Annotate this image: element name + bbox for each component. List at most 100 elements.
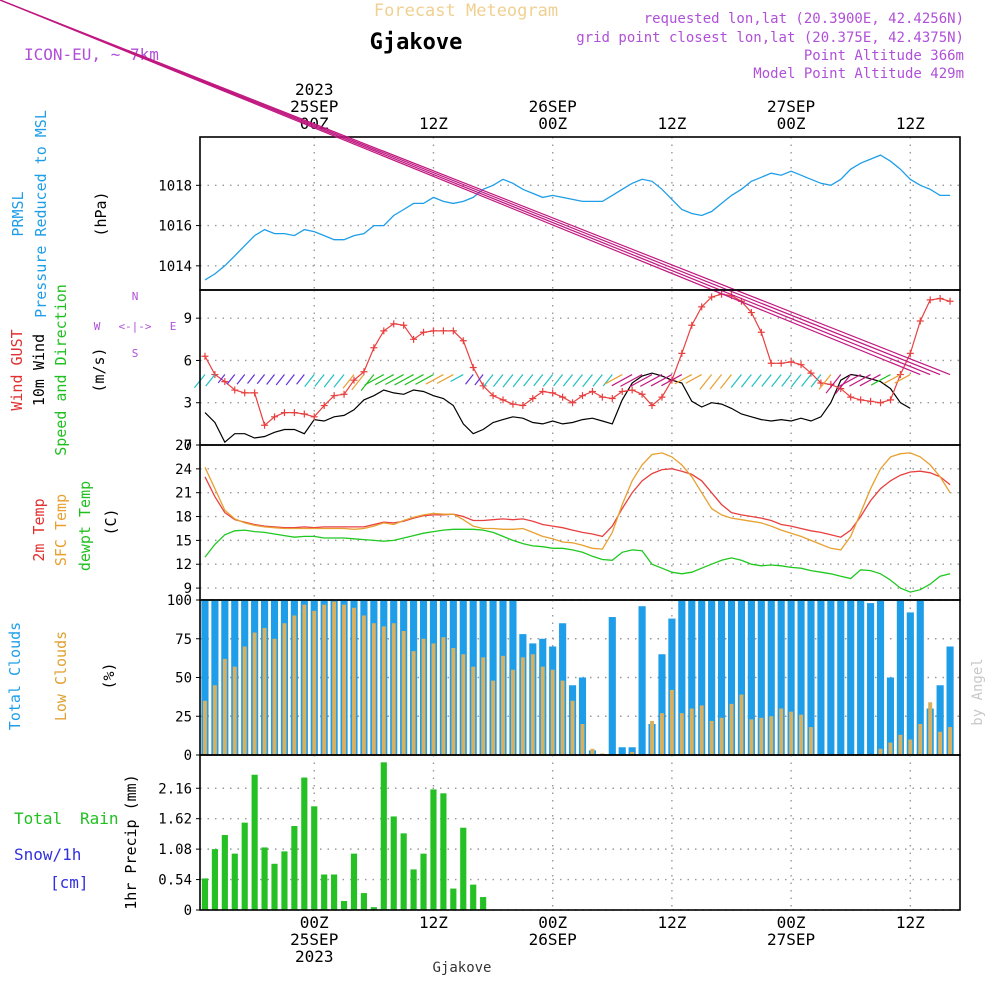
total-cloud-bar: [747, 600, 755, 755]
wind-direction-arrow: [771, 374, 782, 387]
low-cloud-bar: [292, 615, 297, 755]
low-cloud-bar: [302, 604, 307, 755]
wind-direction-arrow: [620, 374, 643, 387]
low-cloud-bar: [352, 607, 356, 755]
gust-marker: [280, 409, 288, 417]
time-tick-label-bottom: 12Z: [896, 913, 925, 932]
low-cloud-bar: [550, 669, 555, 755]
precip-bar: [370, 907, 377, 910]
precip-bar: [231, 853, 238, 910]
wind-direction-arrow: [333, 374, 345, 388]
wind-direction-arrow: [740, 374, 752, 388]
low-cloud-bar: [491, 680, 496, 755]
total-cloud-bar: [638, 606, 646, 755]
gust-marker: [469, 364, 477, 371]
y-tick-label: 25: [175, 709, 192, 725]
time-tick-label-bottom: 27SEP: [767, 930, 815, 949]
gust-marker: [698, 303, 706, 311]
total-cloud-bar: [489, 600, 497, 755]
gust-marker: [429, 327, 437, 335]
total-cloud-bar: [936, 685, 944, 755]
wind-direction-arrow: [226, 374, 236, 385]
wind-direction-arrow: [674, 374, 693, 385]
temp-unit: (C): [102, 508, 120, 535]
gust-marker: [886, 396, 894, 404]
time-tick-label-top: 00Z: [777, 114, 806, 133]
y-tick-label: 50: [175, 671, 192, 687]
wind-direction-arrow: [859, 374, 881, 387]
wind-gust-line: [204, 293, 951, 427]
wind-direction-arrow: [629, 374, 653, 388]
gust-marker: [688, 321, 696, 329]
gust-marker: [877, 399, 885, 407]
gust-marker: [559, 393, 567, 401]
clouds-unit: (%): [100, 662, 118, 689]
gust-marker: [618, 387, 626, 395]
time-tick-label-bottom: 00Z: [777, 913, 806, 932]
low-cloud-bar: [222, 658, 227, 755]
gust-marker: [747, 309, 755, 317]
y-tick-label: 27: [175, 438, 192, 454]
wind-direction-arrow: [247, 374, 256, 384]
precip-bar: [241, 822, 248, 910]
precip-bar: [281, 851, 288, 910]
wind-label-speed-direction: Speed and Direction: [52, 284, 70, 456]
low-cloud-bar: [441, 637, 446, 755]
gust-marker: [847, 393, 855, 401]
low-cloud-bar: [560, 680, 565, 755]
wind-direction-arrow: [761, 374, 772, 387]
wind-direction-arrow: [266, 374, 275, 385]
low-cloud-bar: [908, 739, 913, 755]
time-tick-label-top: 00Z: [538, 114, 567, 133]
wind-direction-arrow: [894, 374, 911, 384]
temp-line-2m-temp: [204, 468, 951, 538]
gust-marker: [201, 352, 209, 360]
low-cloud-bar: [699, 705, 704, 755]
wind-direction-arrow: [492, 374, 504, 387]
precip-label-snow: Snow/1h: [14, 845, 81, 864]
gust-marker: [390, 320, 398, 328]
precip-bar: [321, 874, 328, 910]
low-cloud-bar: [332, 601, 337, 755]
wind-direction-arrow: [781, 374, 792, 387]
wind-direction-arrow: [0, 0, 941, 376]
precip-bar: [440, 793, 447, 910]
wind-direction-arrow: [801, 374, 812, 387]
gust-marker: [906, 349, 914, 357]
total-cloud-bar: [717, 600, 726, 755]
wind-direction-arrow: [342, 374, 355, 389]
wind-direction-arrow: [818, 374, 832, 390]
gust-marker: [271, 413, 279, 421]
time-tick-label-top: 25SEP: [290, 97, 338, 116]
gust-marker: [499, 396, 507, 404]
total-cloud-bar: [857, 600, 865, 755]
wind-direction-arrow: [602, 374, 613, 387]
wind-unit: (m/s): [90, 347, 108, 392]
wind-label-gust: Wind GUST: [8, 329, 26, 410]
low-cloud-bar: [431, 643, 436, 755]
low-cloud-bar: [709, 720, 714, 755]
wind-direction-arrow: [751, 374, 762, 387]
total-cloud-bar: [777, 600, 785, 755]
gust-marker: [340, 390, 348, 398]
low-cloud-bar: [411, 651, 416, 755]
low-cloud-bar: [342, 604, 347, 755]
precip-bar: [380, 762, 387, 910]
precip-bar: [450, 888, 457, 910]
gust-marker: [777, 359, 785, 367]
wind-direction-arrow: [512, 374, 524, 388]
precip-panel: 0 0.54 1.08 1.62 2.16 1hr Precip (mm): [122, 754, 961, 919]
precip-bar: [261, 847, 268, 910]
time-tick-label-bottom: 2023: [295, 947, 334, 966]
total-cloud-bar: [876, 600, 885, 755]
gust-marker: [916, 317, 924, 325]
wind-direction-arrow: [385, 374, 404, 386]
wind-direction-arrow: [425, 374, 444, 385]
low-cloud-bar: [262, 627, 267, 755]
temp-label-sfc: SFC Temp: [52, 494, 70, 566]
wind-direction-arrow: [364, 374, 385, 386]
total-cloud-bar: [628, 747, 636, 755]
total-cloud-bar: [608, 617, 616, 755]
wind-direction-arrow: [611, 374, 633, 387]
